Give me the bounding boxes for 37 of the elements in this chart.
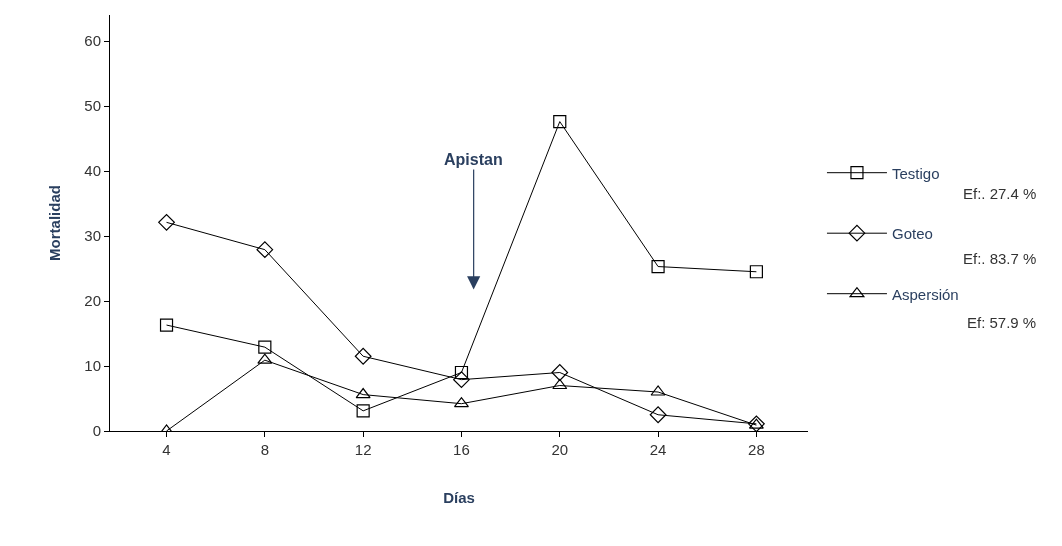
point — [551, 364, 569, 381]
x-axis-title: Días — [443, 489, 475, 506]
y-tick-label: 0 — [92, 422, 101, 440]
x-tick-label: 4 — [162, 441, 171, 458]
point — [258, 340, 272, 354]
annotation: Apistan — [444, 151, 503, 168]
point — [552, 378, 568, 390]
point — [159, 318, 174, 332]
x-tick-label: 28 — [748, 441, 765, 458]
text: Ef:. 83.7 % — [963, 250, 1037, 267]
legend-label: Aspersión — [891, 285, 959, 303]
x-tick-label: 8 — [260, 441, 270, 458]
y-tick-label: 30 — [84, 227, 101, 245]
point — [553, 115, 567, 129]
y-tick-label: 50 — [84, 97, 101, 115]
x-tick-label: 12 — [354, 441, 372, 458]
y-axis-title: Mortalidad — [45, 185, 63, 261]
x-tick-label: 16 — [453, 441, 470, 458]
point — [354, 347, 372, 365]
point — [649, 406, 667, 424]
point — [256, 241, 274, 259]
y-tick-label: 20 — [84, 292, 101, 310]
point — [749, 265, 763, 279]
legend-label: Testigo — [891, 164, 940, 182]
point — [453, 371, 470, 389]
point — [356, 404, 370, 418]
point — [454, 365, 469, 380]
y-tick-label: 60 — [84, 32, 101, 50]
x-tick-label: 20 — [551, 441, 569, 458]
y-tick-label: 10 — [84, 357, 101, 375]
point — [651, 259, 665, 274]
text: Ef: 57.9 % — [967, 314, 1037, 331]
text: Ef:. 27.4 % — [963, 185, 1037, 202]
x-tick-label: 24 — [649, 441, 667, 458]
y-tick-label: 40 — [84, 162, 101, 180]
legend-label: Goteo — [891, 225, 933, 243]
point — [158, 213, 175, 231]
